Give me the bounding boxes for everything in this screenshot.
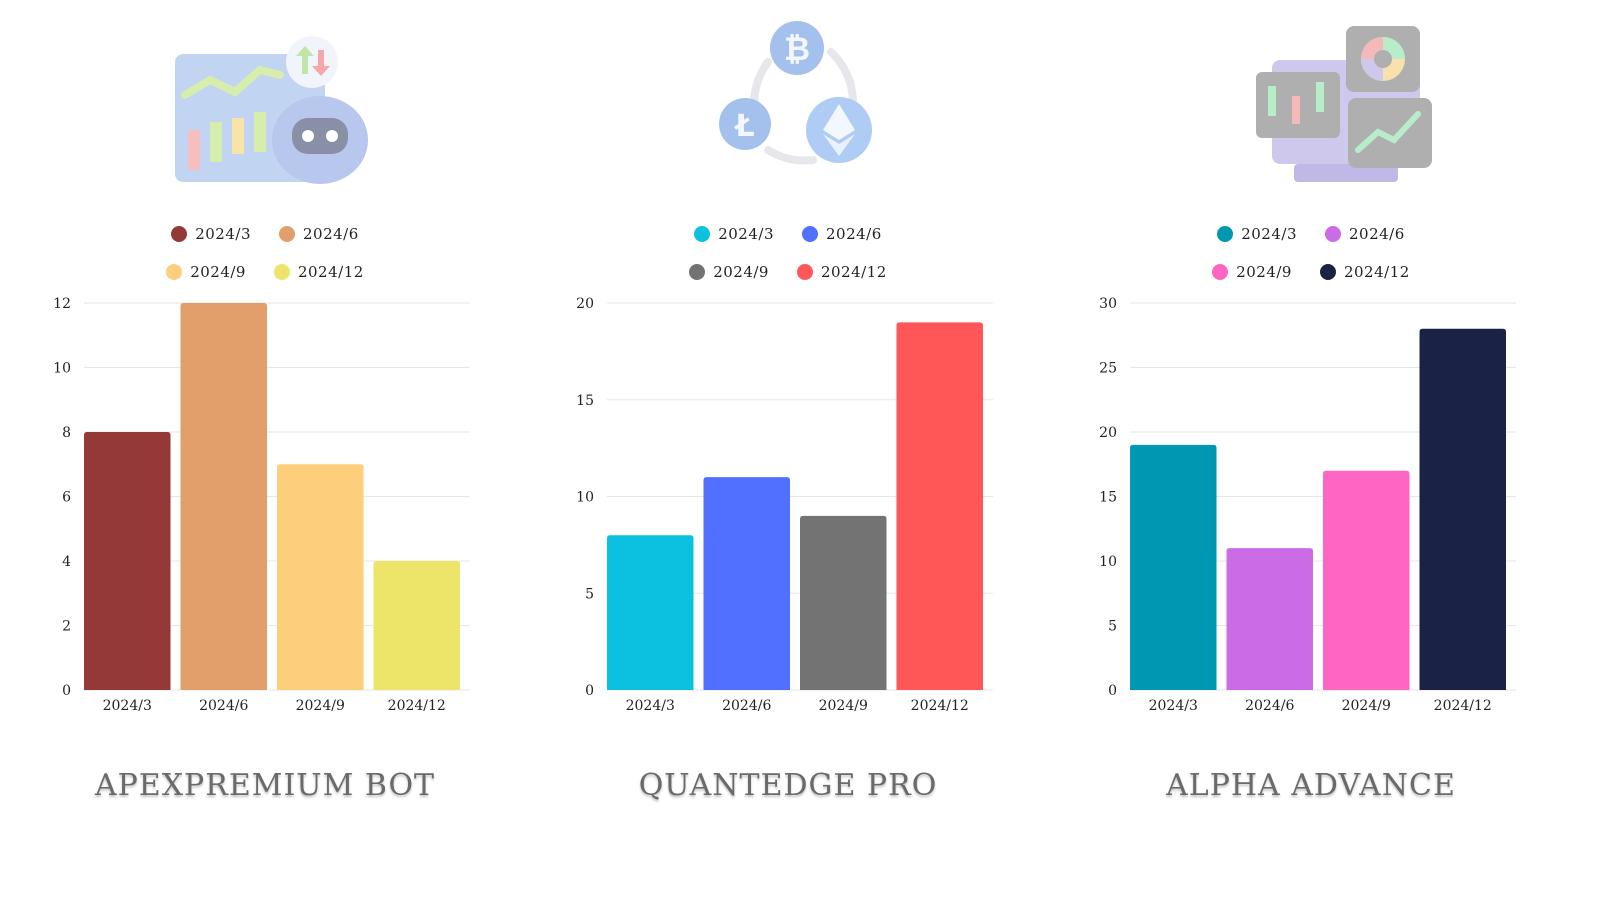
x-tick-label: 2024/9 <box>1342 698 1391 714</box>
y-tick-label: 12 <box>53 296 71 312</box>
bar-2024-6 <box>703 477 790 690</box>
legend-label: 2024/6 <box>1349 225 1405 243</box>
x-tick-label: 2024/12 <box>388 698 446 714</box>
legend-item: 2024/3 <box>1217 224 1297 244</box>
y-tick-label: 4 <box>62 554 71 570</box>
bar-2024-9 <box>1323 470 1410 690</box>
legend-item: 2024/12 <box>1319 262 1410 282</box>
bar-2024-12 <box>373 561 460 690</box>
legend-swatch <box>1319 264 1336 280</box>
legend-label: 2024/12 <box>297 263 364 281</box>
x-tick-label: 2024/6 <box>1245 698 1294 714</box>
crypto-exchange-icon: ₿ Ł <box>719 21 872 165</box>
legend-label: 2024/9 <box>190 263 246 281</box>
legend-item: 2024/6 <box>279 224 359 244</box>
y-tick-label: 0 <box>1108 683 1117 699</box>
bar-chart: 0 5 10 15 20 25 30 2024/3 2024/6 2024/9 2024/12 <box>1099 296 1516 714</box>
legend-swatch <box>166 264 183 280</box>
legend-item: 2024/12 <box>273 262 364 282</box>
y-tick-label: 25 <box>1099 361 1117 377</box>
legend-label: 2024/6 <box>826 225 882 243</box>
x-tick-label: 2024/12 <box>911 698 969 714</box>
y-tick-label: 20 <box>1099 425 1117 441</box>
x-tick-label: 2024/12 <box>1434 698 1492 714</box>
y-tick-label: 0 <box>585 683 594 699</box>
bar-2024-12 <box>1419 328 1506 690</box>
legend-swatch <box>694 226 711 242</box>
legend-swatch <box>1212 264 1229 280</box>
bar-2024-3 <box>1130 444 1217 690</box>
legend-swatch <box>689 264 706 280</box>
bar-2024-3 <box>84 432 171 690</box>
y-tick-label: 30 <box>1099 296 1117 312</box>
x-tick-label: 2024/9 <box>819 698 868 714</box>
y-tick-label: 15 <box>1099 490 1117 506</box>
legend-label: 2024/3 <box>718 225 774 243</box>
legend-swatch <box>171 226 188 242</box>
y-tick-label: 8 <box>62 425 71 441</box>
bar-2024-12 <box>896 322 983 690</box>
legend-label: 2024/9 <box>713 263 769 281</box>
y-tick-label: 6 <box>62 490 71 506</box>
legend-item: 2024/6 <box>802 224 882 244</box>
y-tick-label: 20 <box>576 296 594 312</box>
chart-legend: 2024/3 2024/6 2024/9 2024/12 <box>1046 224 1576 282</box>
bar-2024-9 <box>277 464 364 690</box>
chart-panel-alpha-advance: 2024/3 2024/6 2024/9 2024/12 0 5 10 15 20 25 30 20… <box>1046 0 1576 900</box>
bar-2024-9 <box>800 515 887 690</box>
panel-title: QUANTEDGE PRO <box>638 768 938 803</box>
legend-swatch <box>796 264 813 280</box>
legend-swatch <box>1325 226 1341 242</box>
y-tick-label: 5 <box>585 586 594 602</box>
legend-swatch <box>802 226 818 242</box>
bar-chart: 0 2 4 6 8 10 12 2024/3 2024/6 2024/9 2024/12 <box>53 296 470 714</box>
legend-label: 2024/12 <box>820 263 887 281</box>
chart-legend: 2024/3 2024/6 2024/9 2024/12 <box>0 224 530 282</box>
legend-swatch <box>279 226 295 242</box>
y-tick-label: 10 <box>53 361 71 377</box>
legend-item: 2024/9 <box>1212 262 1292 282</box>
legend-label: 2024/3 <box>1241 225 1297 243</box>
analytics-dashboard-icon <box>1256 26 1432 182</box>
legend-swatch <box>1217 226 1234 242</box>
legend-label: 2024/9 <box>1236 263 1292 281</box>
y-tick-label: 0 <box>62 683 71 699</box>
y-tick-label: 5 <box>1108 619 1117 635</box>
legend-item: 2024/12 <box>796 262 887 282</box>
svg-text:Ł: Ł <box>733 109 754 144</box>
y-tick-label: 2 <box>62 619 71 635</box>
x-tick-label: 2024/9 <box>296 698 345 714</box>
y-tick-label: 15 <box>576 393 594 409</box>
legend-label: 2024/3 <box>195 225 251 243</box>
chart-legend: 2024/3 2024/6 2024/9 2024/12 <box>523 224 1053 282</box>
legend-item: 2024/9 <box>689 262 769 282</box>
legend-label: 2024/12 <box>1343 263 1410 281</box>
chart-panel-quantedge: ₿ Ł 2024/3 2024/6 2024/9 2024/12 0 5 10 15 20 20… <box>523 0 1053 900</box>
trading-bot-icon <box>175 36 368 184</box>
legend-swatch <box>273 264 290 280</box>
svg-text:₿: ₿ <box>784 30 810 68</box>
legend-item: 2024/6 <box>1325 224 1405 244</box>
y-tick-label: 10 <box>576 490 594 506</box>
bar-2024-6 <box>1226 548 1313 690</box>
bar-2024-6 <box>180 303 267 690</box>
legend-item: 2024/3 <box>171 224 251 244</box>
bar-2024-3 <box>607 535 694 690</box>
panel-title: APEXPREMIUM BOT <box>94 768 436 803</box>
legend-label: 2024/6 <box>303 225 359 243</box>
legend-item: 2024/9 <box>166 262 246 282</box>
x-tick-label: 2024/3 <box>103 698 152 714</box>
panel-title: ALPHA ADVANCE <box>1166 768 1456 803</box>
bar-chart: 0 5 10 15 20 2024/3 2024/6 2024/9 2024/12 <box>576 296 993 714</box>
x-tick-label: 2024/6 <box>722 698 771 714</box>
x-tick-label: 2024/3 <box>626 698 675 714</box>
y-tick-label: 10 <box>1099 554 1117 570</box>
legend-item: 2024/3 <box>694 224 774 244</box>
x-tick-label: 2024/6 <box>199 698 248 714</box>
x-tick-label: 2024/3 <box>1149 698 1198 714</box>
chart-panel-apexpremium: 2024/3 2024/6 2024/9 2024/12 0 2 4 6 8 10 12 2024/… <box>0 0 530 900</box>
